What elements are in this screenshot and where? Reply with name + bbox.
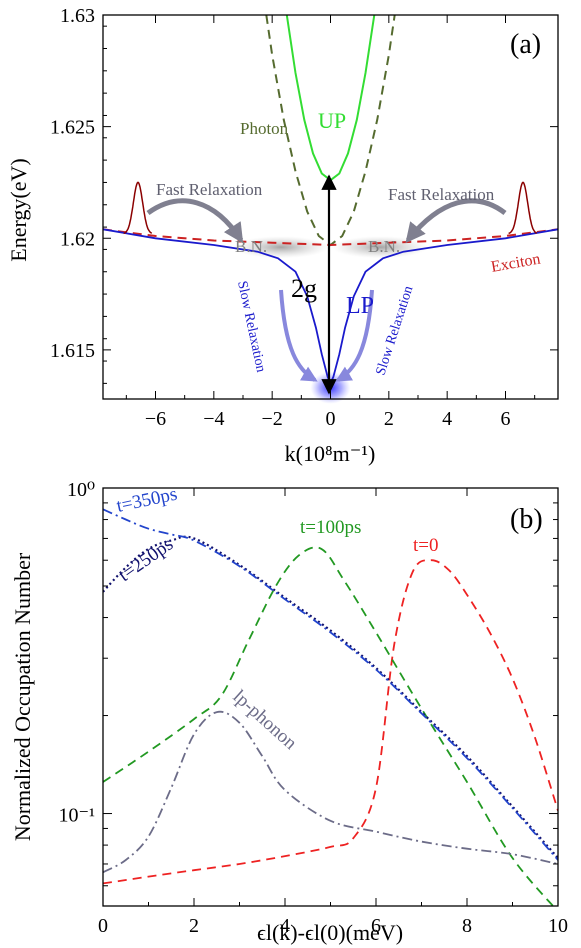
series-t-350ps-line [103,508,558,861]
x-tick-label: −2 [262,408,283,430]
slow-relaxation-left-arrow [279,289,318,382]
series-exciton-line [103,228,558,247]
x-tick-label: 8 [462,915,472,937]
x-tick-label: 2 [189,915,199,937]
lp-label: LP [346,293,374,319]
y-tick-label: 10⁻¹ [58,805,95,827]
bottleneck-left-label: B.N. [235,237,267,256]
series-t-0-line [103,559,558,885]
population-bump-left [123,181,153,235]
panel-b-curves [103,508,558,906]
fast-relaxation-left-label: Fast Relaxation [156,180,263,199]
x-tick-label: 4 [280,915,290,937]
panel-b-x-axis-title: ϵl(k)-ϵl(0)(meV) [257,920,403,945]
y-tick-label: 1.625 [50,117,95,139]
panel-a-frame [102,14,559,400]
bottleneck-right-label: B.N. [368,237,400,256]
x-tick-label: 6 [371,915,381,937]
panel-a-x-axis-title: k(10⁸m⁻¹) [285,441,376,466]
x-tick-label: 2 [384,408,394,430]
up-label: UP [318,108,346,133]
slow-relaxation-left-label: Slow Relaxation [234,280,268,374]
y-tick-label: 1.63 [60,5,95,27]
panel-b-label: (b) [510,504,543,535]
x-tick-label: −4 [203,408,224,430]
series-label-t0: t=0 [413,535,439,556]
fast-relaxation-right-arrow [405,198,507,244]
photon-label: Photon [240,119,289,138]
panel-a-y-axis-title: Energy(eV) [6,158,31,261]
panel-b: t=350ps t=250ps t=100ps t=0 lp-phonon 0 2… [10,479,568,945]
exciton-label: Exciton [490,251,542,276]
y-tick-label: 10⁰ [67,479,95,501]
series-label-t100: t=100ps [300,517,361,538]
series-up-line [285,15,376,182]
x-tick-label: 4 [442,408,452,430]
x-tick-label: 10 [548,915,568,937]
series-t-250ps-line [103,535,558,859]
panel-b-series-labels: t=350ps t=250ps t=100ps t=0 lp-phonon [115,484,439,755]
slow-relaxation-right-label: Slow Relaxation [374,284,417,377]
panel-a-label: (a) [510,29,541,60]
panel-a: Photon UP LP Exciton Fast Relaxation Fas… [6,5,559,466]
x-tick-label: 0 [326,408,336,430]
panel-a-axes: −6 −4 −2 0 2 4 6 1.615 1.62 1.625 1.63 [50,5,559,430]
series-label-lp-phonon: lp-phonon [229,686,301,754]
series-label-t250: t=250ps [115,534,177,586]
fast-relaxation-left-arrow [146,198,244,244]
x-tick-label: 6 [501,408,511,430]
population-bump-right [508,181,538,235]
two-g-label: 2g [291,274,317,303]
slow-relaxation-right-arrow [335,289,374,382]
x-tick-label: 0 [98,915,108,937]
series-lp-phonon-line [103,710,558,874]
y-tick-label: 1.615 [50,340,95,362]
x-tick-label: −6 [145,408,166,430]
series-t-100ps-line [103,546,555,906]
panel-b-axes: 0 2 4 6 8 10 10⁻¹ 10⁰ [58,479,568,937]
series-lp-line [103,228,558,386]
y-tick-label: 1.62 [60,228,95,250]
panel-b-y-axis-title: Normalized Occupation Number [10,552,35,841]
fast-relaxation-right-label: Fast Relaxation [388,185,495,204]
